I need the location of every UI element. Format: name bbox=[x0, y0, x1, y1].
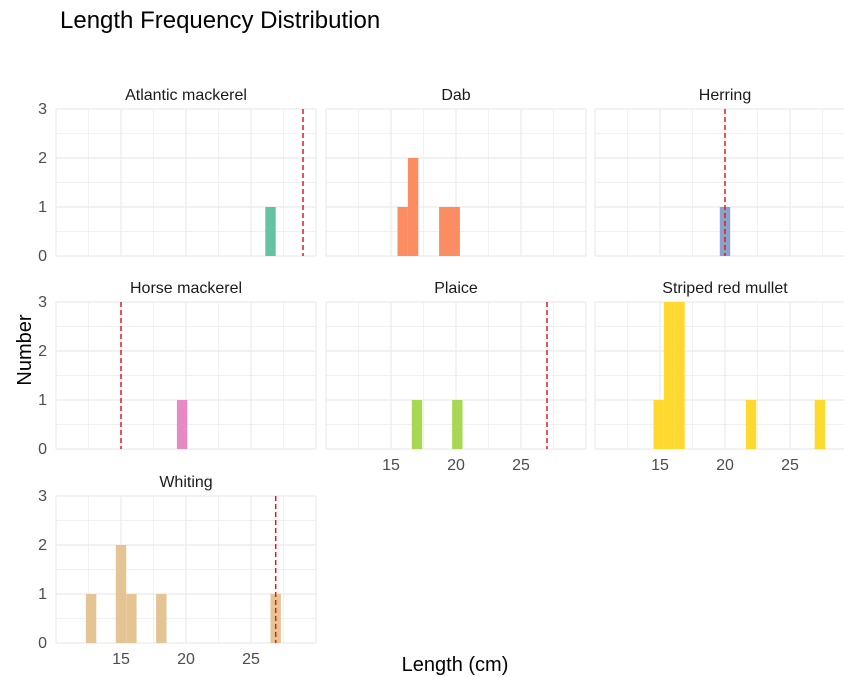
panel-title-whiting: Whiting bbox=[159, 474, 212, 491]
panel-title-dab: Dab bbox=[441, 87, 470, 104]
bar-striped-red-mullet bbox=[653, 400, 664, 449]
x-tick-label: 25 bbox=[512, 457, 530, 474]
bar-striped-red-mullet bbox=[674, 302, 685, 449]
y-tick-label: 3 bbox=[38, 488, 47, 505]
panel-title-plaice: Plaice bbox=[434, 280, 478, 297]
panel-title-herring: Herring bbox=[699, 87, 751, 104]
bar-dab bbox=[407, 158, 419, 256]
bar-whiting bbox=[156, 594, 167, 643]
x-axis-title: Length (cm) bbox=[402, 654, 509, 676]
y-tick-label: 1 bbox=[38, 392, 47, 409]
panel-title-atlantic-mackerel: Atlantic mackerel bbox=[125, 87, 247, 104]
panel-atlantic-mackerel: Atlantic mackerel 0 1 2 3 bbox=[38, 87, 317, 265]
panel-striped-red-mullet: Striped red mullet 15 20 25 bbox=[594, 280, 844, 474]
chart-title: Length Frequency Distribution bbox=[60, 7, 380, 34]
bar-dab bbox=[449, 207, 460, 256]
bar-dab bbox=[397, 207, 408, 256]
y-tick-label: 3 bbox=[38, 101, 47, 118]
bar-striped-red-mullet bbox=[814, 400, 826, 449]
panel-whiting: Whiting 0 1 2 3 15 20 25 bbox=[38, 474, 317, 668]
panel-plaice: Plaice 15 20 25 bbox=[325, 280, 587, 474]
bar-atlantic-mackerel bbox=[265, 207, 276, 256]
x-tick-label: 25 bbox=[781, 457, 799, 474]
y-tick-label: 3 bbox=[38, 294, 47, 311]
bar-whiting bbox=[115, 545, 127, 643]
bar-plaice bbox=[411, 400, 423, 449]
bar-striped-red-mullet bbox=[663, 302, 675, 449]
bar-whiting bbox=[85, 594, 97, 643]
y-tick-label: 1 bbox=[38, 199, 47, 216]
bar-dab bbox=[439, 207, 450, 256]
panel-title-horse-mackerel: Horse mackerel bbox=[130, 280, 242, 297]
panel-horse-mackerel: Horse mackerel 0 1 2 3 bbox=[38, 280, 317, 458]
bar-plaice bbox=[452, 400, 463, 449]
x-tick-label: 20 bbox=[447, 457, 465, 474]
bar-striped-red-mullet bbox=[745, 400, 757, 449]
y-tick-label: 2 bbox=[38, 150, 47, 167]
panel-dab: Dab bbox=[325, 87, 587, 257]
x-tick-label: 15 bbox=[112, 651, 130, 668]
bar-whiting bbox=[126, 594, 137, 643]
bar-horse-mackerel bbox=[176, 400, 188, 449]
y-tick-label: 0 bbox=[38, 635, 47, 652]
y-tick-label: 0 bbox=[38, 248, 47, 265]
x-tick-label: 15 bbox=[382, 457, 400, 474]
y-axis-title: Number bbox=[14, 314, 36, 385]
y-tick-label: 2 bbox=[38, 343, 47, 360]
panel-title-striped-red-mullet: Striped red mullet bbox=[662, 280, 788, 297]
y-tick-label: 2 bbox=[38, 537, 47, 554]
y-tick-label: 1 bbox=[38, 586, 47, 603]
x-tick-label: 15 bbox=[651, 457, 669, 474]
x-tick-label: 25 bbox=[242, 651, 260, 668]
facet-panels: Atlantic mackerel 0 1 2 3 Dab Herring Horse mac… bbox=[38, 87, 844, 668]
y-tick-label: 0 bbox=[38, 441, 47, 458]
x-tick-label: 20 bbox=[177, 651, 195, 668]
x-tick-label: 20 bbox=[716, 457, 734, 474]
panel-herring: Herring bbox=[594, 87, 844, 257]
